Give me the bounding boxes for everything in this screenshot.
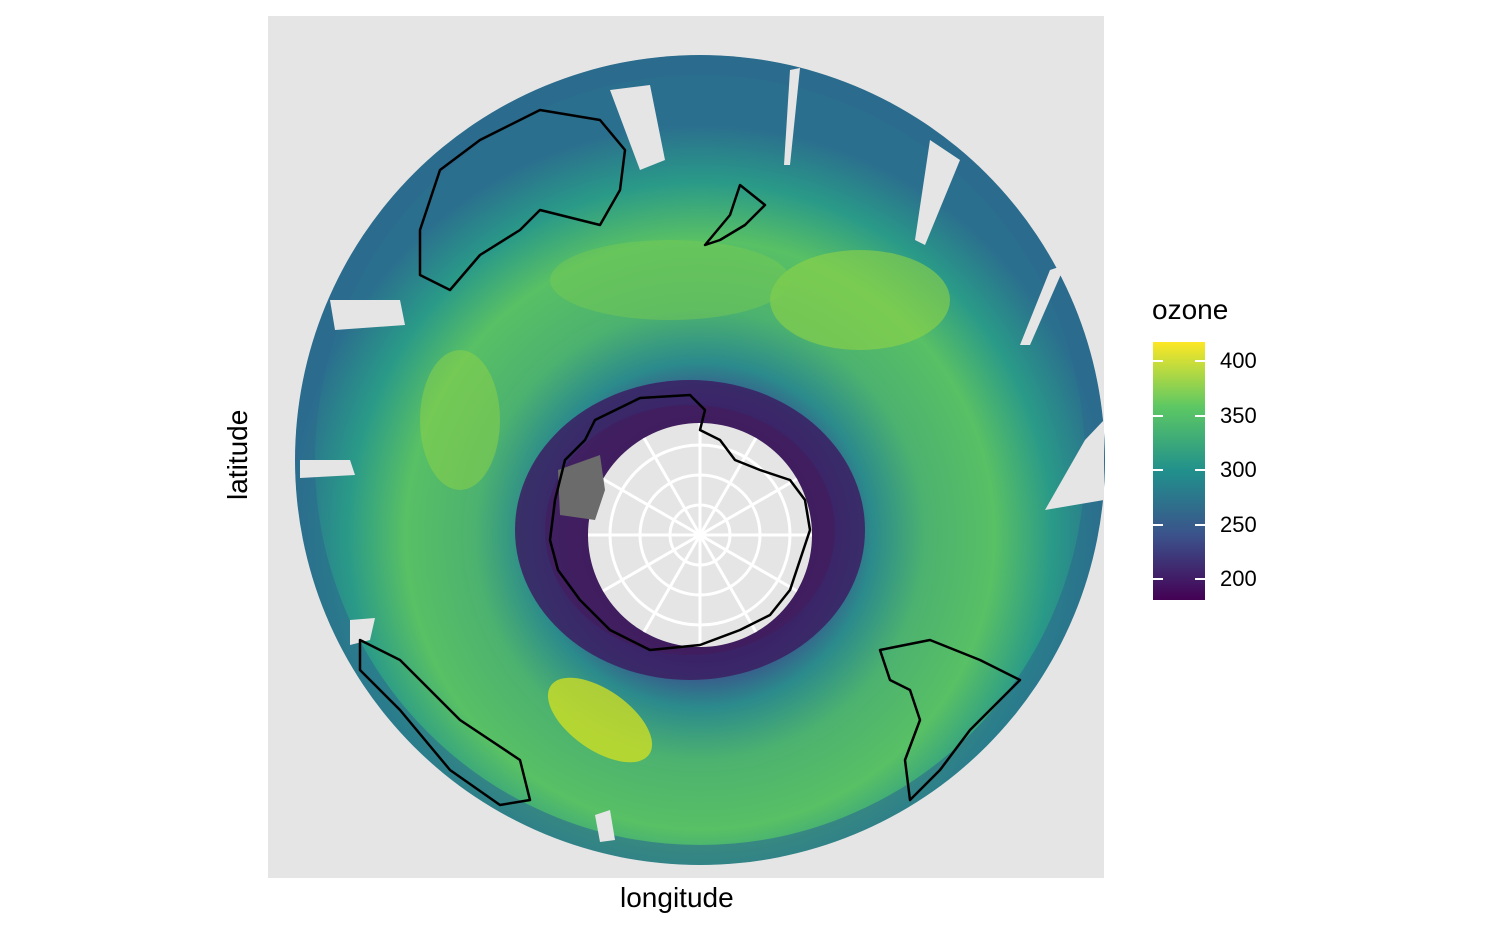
ice-shelf	[558, 455, 605, 520]
legend-ticks	[1153, 360, 1205, 580]
legend-tick-label: 400	[1220, 348, 1257, 373]
coastlines	[358, 108, 1022, 807]
y-axis-title: latitude	[222, 409, 253, 500]
antarctica-coast	[548, 393, 812, 652]
legend-tick-label: 300	[1220, 457, 1257, 482]
polar-grid	[588, 423, 812, 647]
x-axis-title: longitude	[620, 882, 734, 913]
legend-tick-label: 200	[1220, 566, 1257, 591]
australia-coast	[418, 108, 627, 292]
legend-tick-label: 250	[1220, 512, 1257, 537]
south-america-coast	[878, 638, 1022, 802]
legend-tick-label: 350	[1220, 403, 1257, 428]
new-zealand-coast	[703, 183, 767, 247]
legend-title: ozone	[1152, 294, 1229, 325]
data-gaps	[300, 68, 1104, 842]
africa-tip-coast	[358, 638, 532, 807]
